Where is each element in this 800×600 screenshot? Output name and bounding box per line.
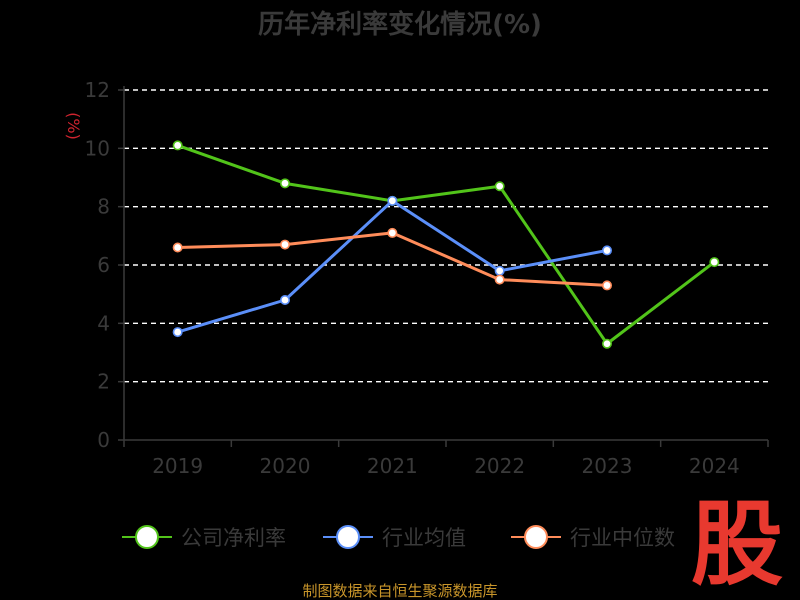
series-3 bbox=[172, 227, 612, 291]
legend-item: 行业中位数 bbox=[511, 525, 675, 550]
legend-marker bbox=[336, 525, 360, 549]
x-tick-labels: 2019 2020 2021 2022 2023 2024 bbox=[152, 454, 740, 478]
x-tick-label: 2020 bbox=[260, 454, 311, 478]
data-point bbox=[172, 242, 183, 253]
series-line bbox=[177, 231, 608, 287]
y-tick-label: 10 bbox=[85, 136, 110, 160]
legend: 公司净利率 行业均值 行业中位数 bbox=[122, 525, 675, 550]
data-point bbox=[709, 257, 720, 268]
series-line bbox=[177, 199, 608, 334]
brand-logo: 股 bbox=[691, 491, 783, 598]
data-point bbox=[172, 327, 183, 338]
source-note: 制图数据来自恒生聚源数据库 bbox=[302, 582, 497, 600]
legend-marker bbox=[135, 525, 159, 549]
legend-item: 公司净利率 bbox=[122, 525, 286, 550]
legend-label: 行业中位数 bbox=[570, 526, 675, 550]
legend-label: 行业均值 bbox=[382, 526, 466, 550]
y-tick-label: 4 bbox=[97, 311, 110, 335]
data-point bbox=[494, 274, 505, 285]
x-tick-label: 2022 bbox=[474, 454, 525, 478]
y-tick-label: 8 bbox=[97, 195, 110, 219]
data-point bbox=[279, 178, 290, 189]
data-point bbox=[172, 140, 183, 151]
x-tick-label: 2021 bbox=[367, 454, 418, 478]
data-point bbox=[387, 195, 398, 206]
series-lines bbox=[172, 140, 720, 349]
data-point bbox=[601, 280, 612, 291]
data-point bbox=[494, 181, 505, 192]
data-point bbox=[387, 227, 398, 238]
data-point bbox=[279, 239, 290, 250]
y-tick-label: 12 bbox=[85, 78, 110, 102]
series-2 bbox=[172, 195, 612, 338]
axes bbox=[118, 86, 769, 447]
data-point bbox=[601, 338, 612, 349]
series-line bbox=[177, 144, 716, 346]
data-point bbox=[279, 294, 290, 305]
legend-marker bbox=[524, 525, 548, 549]
legend-label: 公司净利率 bbox=[181, 526, 286, 550]
data-point bbox=[494, 265, 505, 276]
data-point bbox=[601, 245, 612, 256]
y-tick-labels: 0 2 4 6 8 10 12 bbox=[85, 78, 110, 452]
x-tick-label: 2019 bbox=[152, 454, 203, 478]
legend-item: 行业均值 bbox=[323, 525, 466, 550]
x-tick-label: 2023 bbox=[582, 454, 633, 478]
x-tick-label: 2024 bbox=[689, 454, 740, 478]
y-tick-label: 2 bbox=[97, 370, 110, 394]
y-tick-label: 6 bbox=[97, 253, 110, 277]
y-tick-label: 0 bbox=[97, 428, 110, 452]
y-axis-unit-label: (%) bbox=[64, 112, 83, 140]
chart-title: 历年净利率变化情况(%) bbox=[258, 9, 542, 40]
